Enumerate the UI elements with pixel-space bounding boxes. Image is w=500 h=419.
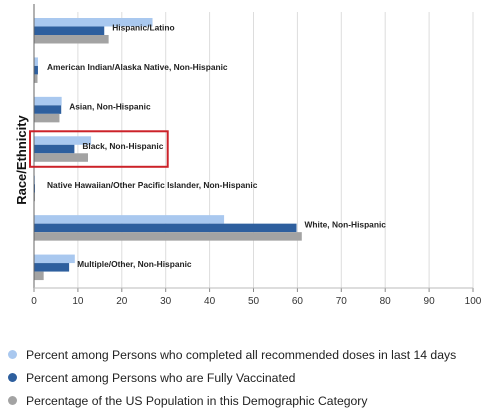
bar [34,35,109,44]
x-tick-label: 20 [116,296,128,307]
y-axis-label: Race/Ethnicity [14,114,29,204]
bar [34,18,153,27]
legend-swatch [8,350,17,359]
bar [34,144,75,154]
x-tick-label: 100 [465,296,482,307]
bar [34,26,105,35]
x-tick-label: 30 [160,296,172,307]
bar [34,232,302,241]
x-tick-label: 50 [248,296,260,307]
x-tick-label: 40 [204,296,216,307]
bar [34,136,92,145]
x-axis: 0 10 20 30 40 50 60 70 80 90 100 [31,4,482,307]
category-labels: Hispanic/Latino American Indian/Alaska Na… [47,23,386,270]
legend-swatch [8,396,17,405]
legend-item: Percentage of the US Population in this … [8,389,496,412]
x-tick-label: 90 [424,296,436,307]
legend-label: Percent among Persons who completed all … [26,347,457,362]
category-label: American Indian/Alaska Native, Non-Hispa… [47,62,228,72]
bar [34,215,225,224]
category-label: Hispanic/Latino [112,23,174,33]
bar [34,96,62,106]
legend-label: Percent among Persons who are Fully Vacc… [26,370,296,385]
bar [34,65,38,75]
bar [34,74,38,83]
x-tick-label: 60 [292,296,304,307]
bars [34,18,302,281]
bar [34,263,70,272]
x-tick-label: 0 [31,296,37,307]
highlight-rectangle [29,130,169,168]
category-label: White, Non-Hispanic [305,220,387,230]
bar [34,105,62,114]
legend-item: Percent among Persons who completed all … [8,343,496,366]
legend-label: Percentage of the US Population in this … [26,393,368,408]
chart: Hispanic/Latino American Indian/Alaska Na… [14,4,482,307]
bar [34,57,38,66]
legend-swatch [8,373,17,382]
bar [34,153,88,162]
category-label: Asian, Non-Hispanic [69,101,151,111]
bar [34,113,60,123]
bar [34,254,75,264]
legend: Percent among Persons who completed all … [8,343,496,412]
x-tick-label: 70 [336,296,348,307]
grid-lines [77,12,474,288]
bar [34,223,297,233]
category-label: Multiple/Other, Non-Hispanic [77,259,192,269]
category-label: Black, Non-Hispanic [82,141,163,151]
bar [34,271,44,281]
x-tick-label: 10 [72,296,84,307]
highlight-box [29,130,169,168]
legend-item: Percent among Persons who are Fully Vacc… [8,366,496,389]
x-tick-label: 80 [380,296,392,307]
category-label: Native Hawaiian/Other Pacific Islander, … [47,180,258,190]
